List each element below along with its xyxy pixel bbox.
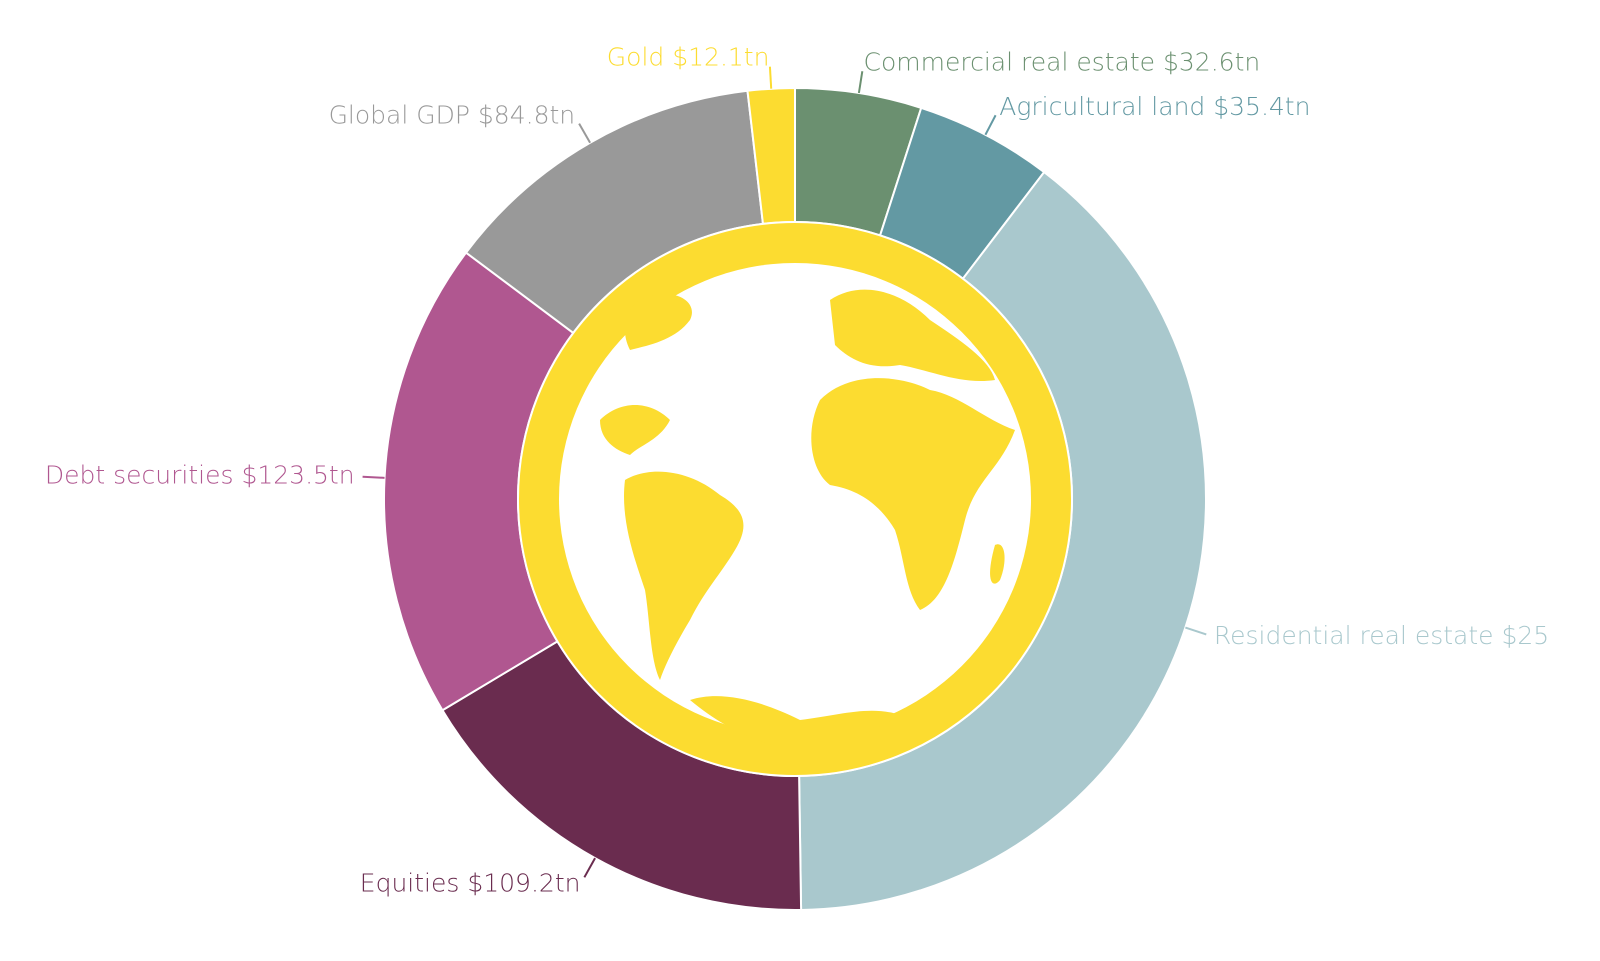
leader-line	[583, 857, 596, 878]
globe-continents	[600, 289, 1015, 750]
slice-label: Debt securities $123.5tn	[45, 460, 355, 489]
slice-label: Equities $109.2tn	[360, 868, 581, 897]
leader-line	[362, 475, 385, 479]
leader-line	[1185, 626, 1207, 636]
slice-label: Global GDP $84.8tn	[329, 101, 576, 130]
slice-label: Agricultural land $35.4tn	[999, 92, 1310, 121]
labels: Commercial real estate $32.6tn Agricultur…	[45, 43, 1549, 898]
leader-line	[857, 71, 864, 94]
slice-label: Gold $12.1tn	[607, 43, 770, 72]
slice-label: Commercial real estate $32.6tn	[864, 47, 1261, 76]
leader-line	[578, 123, 591, 144]
slice-label: Residential real estate $25	[1214, 621, 1549, 650]
leader-line	[768, 66, 773, 89]
leader-line	[984, 114, 997, 136]
